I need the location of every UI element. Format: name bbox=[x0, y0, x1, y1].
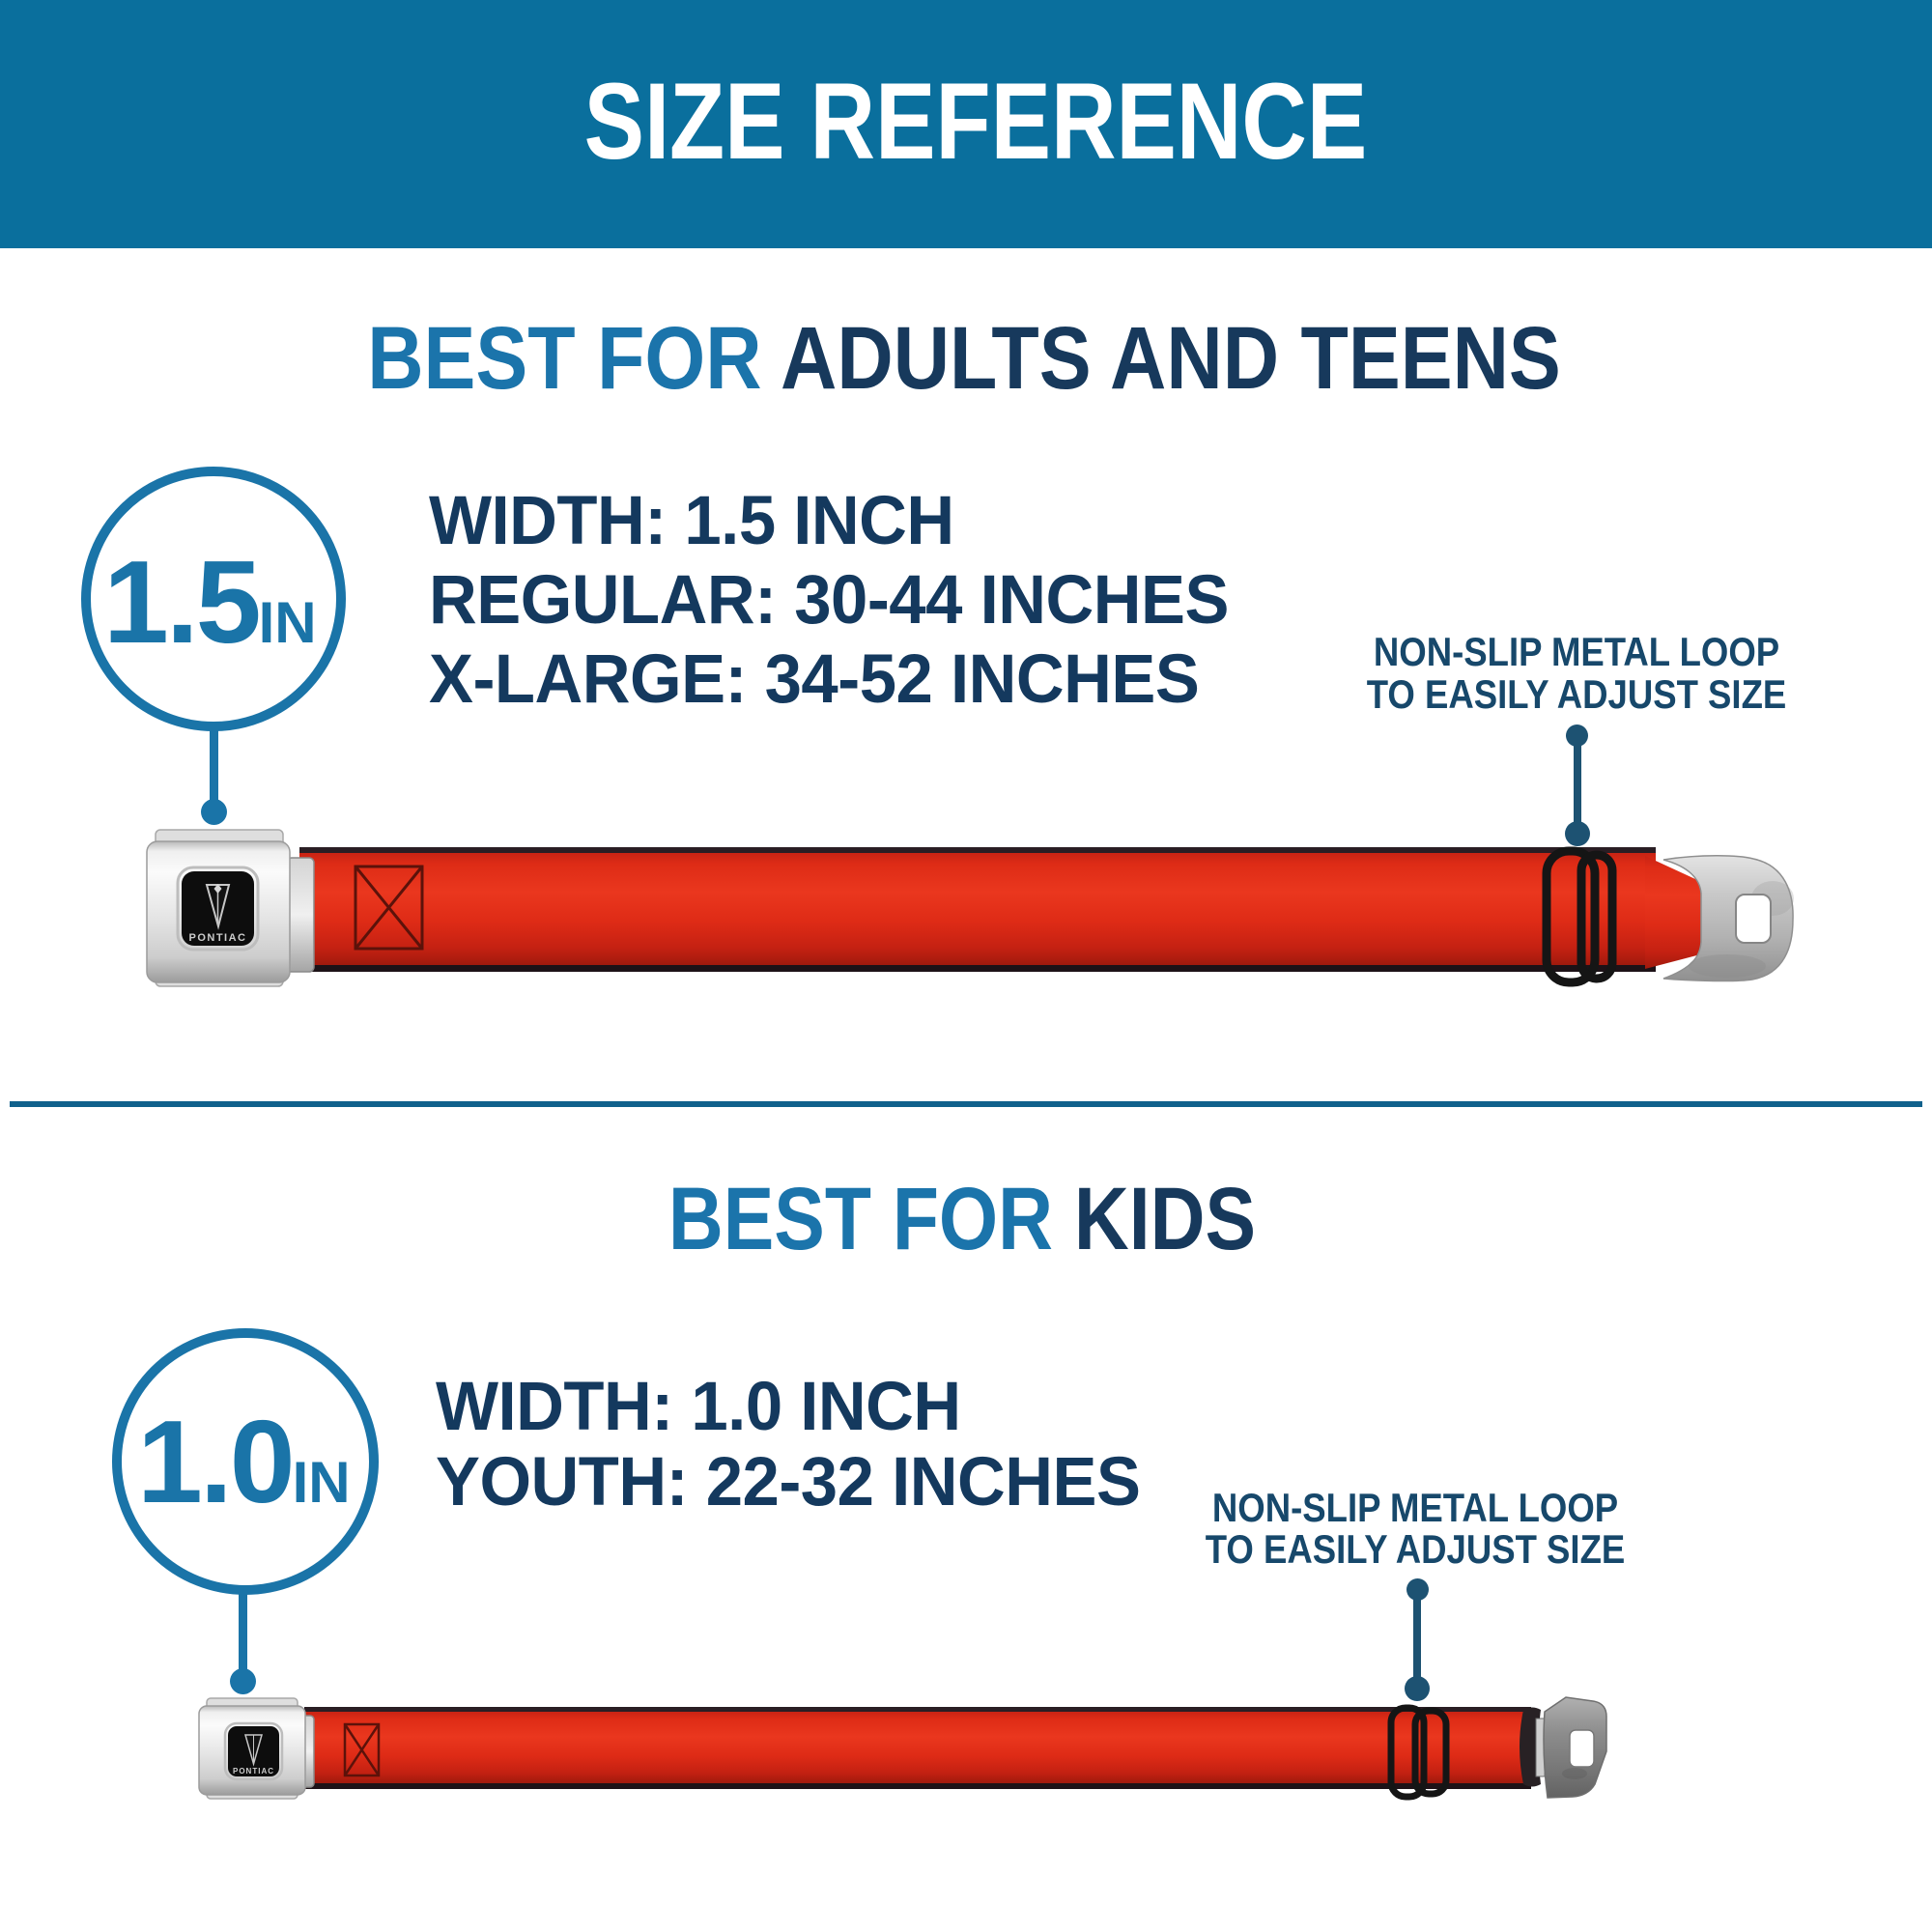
svg-text:PONTIAC: PONTIAC bbox=[233, 1767, 274, 1776]
svg-text:PONTIAC: PONTIAC bbox=[189, 932, 247, 944]
